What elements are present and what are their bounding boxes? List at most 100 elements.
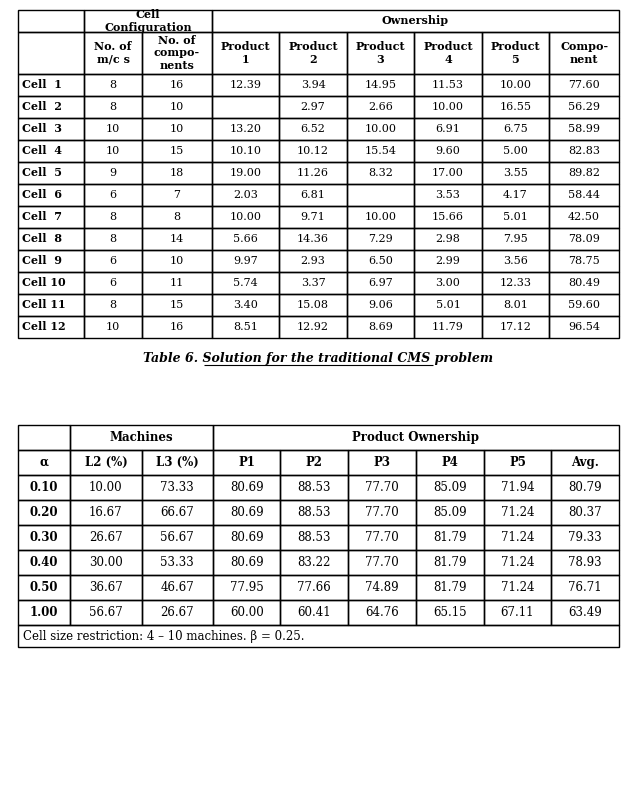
Bar bbox=[483, 450, 551, 475]
Bar bbox=[84, 162, 142, 184]
Bar bbox=[142, 184, 212, 206]
Text: 5.01: 5.01 bbox=[503, 212, 528, 222]
Text: 14: 14 bbox=[170, 234, 184, 244]
Bar bbox=[482, 162, 549, 184]
Bar bbox=[18, 550, 70, 575]
Bar bbox=[280, 294, 347, 316]
Bar bbox=[84, 74, 142, 96]
Bar bbox=[551, 600, 619, 625]
Bar bbox=[212, 250, 280, 272]
Bar bbox=[549, 294, 619, 316]
Bar bbox=[549, 184, 619, 206]
Text: 10.00: 10.00 bbox=[364, 212, 396, 222]
Text: 11.26: 11.26 bbox=[297, 168, 329, 178]
Text: 88.53: 88.53 bbox=[297, 531, 331, 544]
Text: Product
5: Product 5 bbox=[490, 41, 540, 65]
Text: 7: 7 bbox=[173, 190, 180, 200]
Bar bbox=[213, 475, 280, 500]
Bar bbox=[18, 10, 84, 32]
Bar bbox=[348, 575, 416, 600]
Text: 77.70: 77.70 bbox=[365, 531, 399, 544]
Text: 6.52: 6.52 bbox=[301, 124, 326, 134]
Bar bbox=[414, 272, 482, 294]
Text: 14.36: 14.36 bbox=[297, 234, 329, 244]
Text: 6.81: 6.81 bbox=[301, 190, 326, 200]
Text: Product
2: Product 2 bbox=[289, 41, 338, 65]
Text: 12.33: 12.33 bbox=[499, 278, 531, 288]
Bar bbox=[84, 184, 142, 206]
Text: 66.67: 66.67 bbox=[161, 506, 194, 519]
Bar bbox=[482, 74, 549, 96]
Text: 1.00: 1.00 bbox=[30, 606, 59, 619]
Text: 53.33: 53.33 bbox=[161, 556, 194, 569]
Bar bbox=[347, 206, 414, 228]
Bar bbox=[482, 140, 549, 162]
Text: 58.99: 58.99 bbox=[568, 124, 600, 134]
Bar bbox=[84, 32, 142, 74]
Text: Machines: Machines bbox=[110, 431, 173, 444]
Text: 15.54: 15.54 bbox=[364, 146, 396, 156]
Bar bbox=[416, 500, 483, 525]
Bar bbox=[84, 206, 142, 228]
Bar bbox=[347, 272, 414, 294]
Text: Table 6. Solution for the traditional CMS problem: Table 6. Solution for the traditional CM… bbox=[143, 352, 494, 365]
Text: P2: P2 bbox=[306, 456, 323, 469]
Bar bbox=[70, 475, 141, 500]
Text: 77.60: 77.60 bbox=[568, 80, 600, 90]
Bar bbox=[213, 550, 280, 575]
Text: 64.76: 64.76 bbox=[365, 606, 399, 619]
Text: 10.10: 10.10 bbox=[229, 146, 262, 156]
Text: No. of
compo-
nents: No. of compo- nents bbox=[154, 35, 200, 72]
Bar bbox=[347, 140, 414, 162]
Text: 88.53: 88.53 bbox=[297, 506, 331, 519]
Bar bbox=[280, 250, 347, 272]
Bar bbox=[549, 74, 619, 96]
Bar bbox=[84, 228, 142, 250]
Bar bbox=[551, 575, 619, 600]
Bar bbox=[549, 96, 619, 118]
Bar bbox=[414, 118, 482, 140]
Bar bbox=[414, 184, 482, 206]
Bar bbox=[18, 475, 70, 500]
Text: 4.17: 4.17 bbox=[503, 190, 528, 200]
Text: 60.00: 60.00 bbox=[230, 606, 264, 619]
Bar bbox=[70, 425, 213, 450]
Bar bbox=[213, 600, 280, 625]
Text: 7.29: 7.29 bbox=[368, 234, 393, 244]
Bar bbox=[482, 184, 549, 206]
Text: 17.12: 17.12 bbox=[499, 322, 531, 332]
Bar bbox=[142, 272, 212, 294]
Bar bbox=[70, 600, 141, 625]
Bar bbox=[142, 162, 212, 184]
Text: 71.24: 71.24 bbox=[501, 506, 534, 519]
Text: 3.53: 3.53 bbox=[436, 190, 461, 200]
Bar bbox=[142, 294, 212, 316]
Bar bbox=[141, 525, 213, 550]
Bar bbox=[142, 96, 212, 118]
Text: 18: 18 bbox=[170, 168, 184, 178]
Text: Cell  7: Cell 7 bbox=[22, 211, 62, 223]
Text: 82.83: 82.83 bbox=[568, 146, 600, 156]
Bar bbox=[142, 118, 212, 140]
Text: Avg.: Avg. bbox=[571, 456, 599, 469]
Bar bbox=[347, 184, 414, 206]
Bar bbox=[18, 184, 84, 206]
Text: 11.53: 11.53 bbox=[432, 80, 464, 90]
Text: 10: 10 bbox=[106, 322, 120, 332]
Bar bbox=[18, 600, 70, 625]
Text: 6.91: 6.91 bbox=[436, 124, 461, 134]
Text: 36.67: 36.67 bbox=[89, 581, 123, 594]
Bar bbox=[280, 600, 348, 625]
Bar bbox=[482, 294, 549, 316]
Text: 15: 15 bbox=[170, 146, 184, 156]
Text: 11.79: 11.79 bbox=[432, 322, 464, 332]
Text: 73.33: 73.33 bbox=[161, 481, 194, 494]
Bar bbox=[280, 525, 348, 550]
Text: 80.69: 80.69 bbox=[230, 506, 264, 519]
Text: 2.03: 2.03 bbox=[233, 190, 258, 200]
Bar bbox=[70, 525, 141, 550]
Bar bbox=[414, 228, 482, 250]
Bar bbox=[416, 475, 483, 500]
Text: 13.20: 13.20 bbox=[229, 124, 262, 134]
Text: 0.50: 0.50 bbox=[30, 581, 59, 594]
